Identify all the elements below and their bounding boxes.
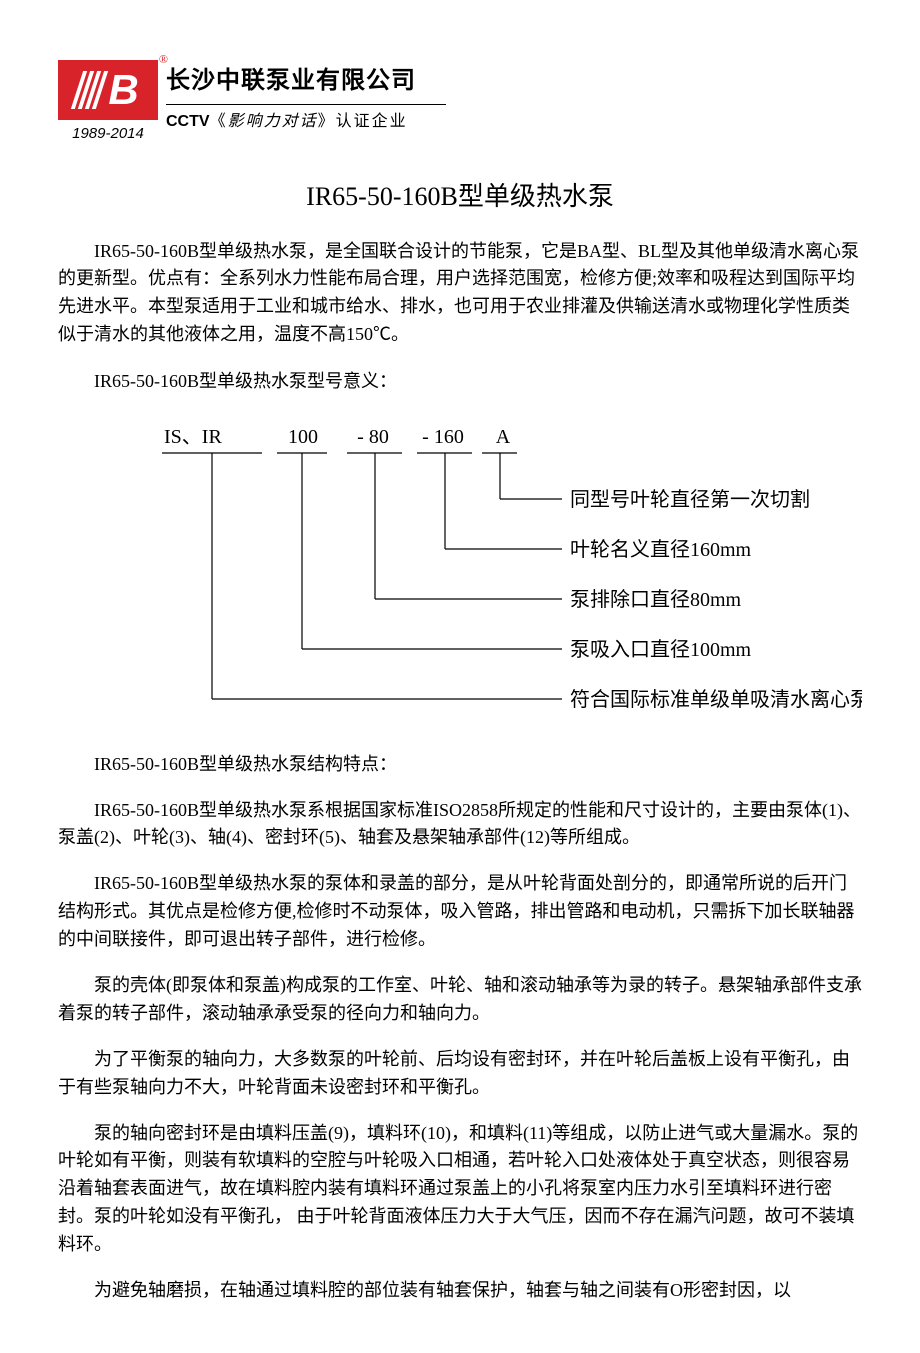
diagram-exp-prefix: 符合国际标准单级单吸清水离心泵 — [570, 688, 862, 711]
company-text-block: 长沙中联泵业有限公司 CCTV《影响力对话》认证企业 — [166, 60, 446, 135]
diagram-part-impeller: - 160 — [408, 421, 478, 453]
logo-letter-b: B — [108, 56, 138, 123]
model-meaning-heading: IR65-50-160B型单级热水泵型号意义： — [58, 367, 862, 396]
logo-rect: B — [58, 60, 158, 120]
cctv-text: CCTV — [166, 113, 210, 130]
diagram-part-prefix: IS、IR — [158, 421, 268, 453]
registered-mark: ® — [159, 50, 168, 69]
structure-para-5: 泵的轴向密封环是由填料压盖(9)，填料环(10)，和填料(11)等组成，以防止进… — [58, 1120, 862, 1259]
diagram-exp-outlet: 泵排除口直径80mm — [570, 588, 742, 611]
diagram-connector-svg: 同型号叶轮直径第一次切割 叶轮名义直径160mm 泵排除口直径80mm 泵吸入口… — [162, 451, 862, 716]
intro-paragraph: IR65-50-160B型单级热水泵，是全国联合设计的节能泵，它是BA型、BL型… — [58, 238, 862, 350]
diagram-part-inlet: 100 — [268, 421, 338, 453]
header-divider — [166, 104, 446, 105]
company-header: ® B 1989-2014 长沙中联泵业有限公司 CCTV《影响力对话》认证企业 — [58, 60, 862, 146]
structure-para-6: 为避免轴磨损，在轴通过填料腔的部位装有轴套保护，轴套与轴之间装有O形密封因，以 — [58, 1277, 862, 1305]
structure-para-2: IR65-50-160B型单级热水泵的泵体和录盖的部分，是从叶轮背面处剖分的，即… — [58, 870, 862, 954]
model-diagram: IS、IR 100 - 80 - 160 A 同型号叶轮直径第一次切割 叶轮名义… — [158, 421, 862, 725]
company-name: 长沙中联泵业有限公司 — [166, 62, 446, 100]
diagram-exp-suffix: 同型号叶轮直径第一次切割 — [570, 488, 810, 511]
diagram-part-suffix: A — [478, 421, 528, 453]
logo-bars-icon — [77, 71, 102, 109]
page-title: IR65-50-160B型单级热水泵 — [58, 176, 862, 218]
structure-para-4: 为了平衡泵的轴向力，大多数泵的叶轮前、后均设有密封环，并在叶轮后盖板上设有平衡孔… — [58, 1046, 862, 1102]
structure-heading: IR65-50-160B型单级热水泵结构特点： — [58, 750, 862, 779]
logo-years: 1989-2014 — [58, 122, 158, 146]
company-subtitle: CCTV《影响力对话》认证企业 — [166, 109, 446, 135]
diagram-model-code: IS、IR 100 - 80 - 160 A — [158, 421, 862, 453]
structure-para-3: 泵的壳体(即泵体和泵盖)构成泵的工作室、叶轮、轴和滚动轴承等为录的转子。悬架轴承… — [58, 972, 862, 1028]
logo: ® B 1989-2014 — [58, 60, 158, 146]
diagram-exp-inlet: 泵吸入口直径100mm — [570, 638, 752, 661]
structure-para-1: IR65-50-160B型单级热水泵系根据国家标准ISO2858所规定的性能和尺… — [58, 797, 862, 853]
diagram-part-outlet: - 80 — [338, 421, 408, 453]
diagram-exp-impeller: 叶轮名义直径160mm — [570, 538, 752, 561]
